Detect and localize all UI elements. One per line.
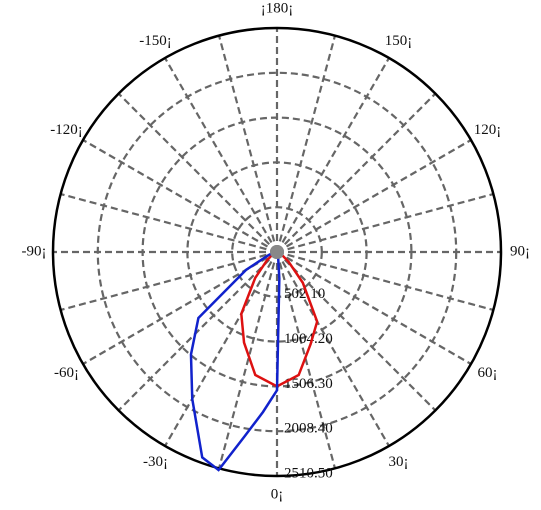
spoke bbox=[117, 251, 278, 412]
grid-spoke bbox=[82, 139, 278, 253]
angle-tick-label: 120¡ bbox=[474, 122, 502, 138]
spoke bbox=[217, 251, 279, 469]
spoke bbox=[276, 92, 437, 253]
spoke bbox=[117, 92, 278, 253]
radial-tick-label: 502.10 bbox=[284, 286, 325, 302]
angle-tick-label: -120¡ bbox=[50, 122, 83, 138]
intensity-curve bbox=[189, 250, 281, 472]
grid-ring bbox=[231, 206, 323, 298]
outer-ring bbox=[51, 26, 503, 478]
grid-spoke bbox=[164, 57, 278, 253]
angle-tick-label: 0¡ bbox=[271, 486, 284, 502]
spoke bbox=[276, 250, 494, 312]
grid-ring bbox=[186, 161, 368, 343]
grid-spoke bbox=[164, 251, 278, 447]
angle-tick-label: -30¡ bbox=[143, 454, 168, 470]
angle-tick-label: 150¡ bbox=[385, 33, 413, 49]
grid-spoke bbox=[276, 251, 390, 447]
spoke bbox=[217, 35, 279, 253]
grid-spoke bbox=[276, 139, 472, 253]
spoke bbox=[275, 251, 337, 469]
angle-tick-label: -150¡ bbox=[139, 33, 172, 49]
spoke bbox=[60, 192, 278, 254]
spoke bbox=[275, 35, 337, 253]
spoke bbox=[60, 250, 278, 312]
radial-tick-label: 1004.20 bbox=[284, 331, 333, 347]
angle-tick-label: -60¡ bbox=[54, 365, 79, 381]
angle-tick-label: 90¡ bbox=[510, 243, 530, 259]
angle-tick-label: -90¡ bbox=[22, 243, 47, 259]
radial-tick-label: 1506.30 bbox=[284, 376, 333, 392]
radial-tick-label: 2008.40 bbox=[284, 421, 333, 437]
grid-spoke bbox=[276, 57, 390, 253]
spoke bbox=[276, 251, 437, 412]
grid-spoke bbox=[276, 251, 472, 365]
angle-tick-label: 60¡ bbox=[477, 365, 497, 381]
angle-tick-label: 30¡ bbox=[389, 454, 409, 470]
radial-tick-label: 2510.50 bbox=[284, 465, 333, 481]
center-hub bbox=[270, 245, 284, 259]
grid-ring bbox=[96, 71, 458, 433]
angle-tick-label: ¡180¡ bbox=[261, 0, 294, 16]
spoke bbox=[276, 192, 494, 254]
